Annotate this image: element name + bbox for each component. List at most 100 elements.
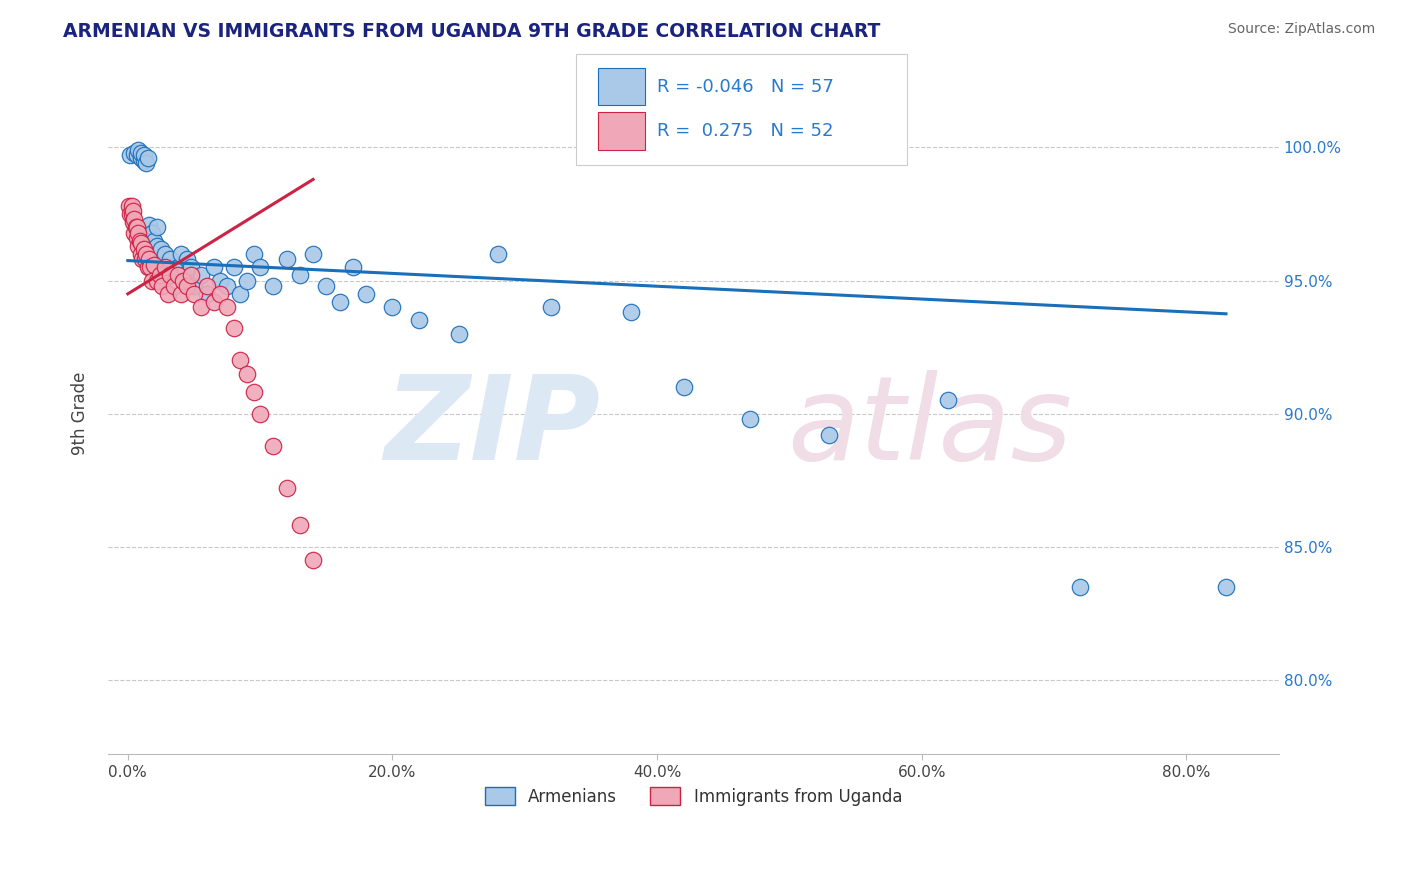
Point bbox=[262, 278, 284, 293]
Point bbox=[135, 156, 157, 170]
Point bbox=[124, 226, 146, 240]
Point bbox=[141, 226, 163, 240]
Point bbox=[122, 215, 145, 229]
Point bbox=[183, 278, 205, 293]
Point bbox=[135, 247, 157, 261]
Point bbox=[242, 385, 264, 400]
Point bbox=[134, 252, 156, 267]
Point bbox=[127, 226, 149, 240]
Text: ARMENIAN VS IMMIGRANTS FROM UGANDA 9TH GRADE CORRELATION CHART: ARMENIAN VS IMMIGRANTS FROM UGANDA 9TH G… bbox=[63, 22, 880, 41]
Point bbox=[170, 286, 193, 301]
Point bbox=[229, 286, 252, 301]
Point bbox=[138, 252, 160, 267]
Point bbox=[170, 247, 193, 261]
Point bbox=[620, 305, 643, 319]
Point bbox=[141, 274, 163, 288]
Point bbox=[121, 207, 143, 221]
Point bbox=[302, 553, 325, 567]
Point bbox=[127, 143, 149, 157]
Point bbox=[143, 234, 166, 248]
Point bbox=[138, 218, 160, 232]
Point bbox=[153, 247, 176, 261]
Point bbox=[540, 300, 562, 314]
Point bbox=[163, 278, 186, 293]
Point bbox=[172, 274, 194, 288]
Point bbox=[315, 278, 337, 293]
Point bbox=[222, 321, 245, 335]
Point bbox=[129, 247, 152, 261]
Point bbox=[190, 268, 212, 283]
Point bbox=[132, 242, 155, 256]
Point bbox=[195, 286, 218, 301]
Point bbox=[288, 518, 311, 533]
Point bbox=[209, 274, 232, 288]
Point bbox=[136, 260, 159, 275]
Point bbox=[121, 199, 143, 213]
Y-axis label: 9th Grade: 9th Grade bbox=[72, 372, 89, 455]
Point bbox=[127, 220, 149, 235]
Point bbox=[249, 407, 271, 421]
Text: ZIP: ZIP bbox=[384, 369, 600, 484]
Point bbox=[128, 234, 150, 248]
Point bbox=[249, 260, 271, 275]
Point bbox=[242, 247, 264, 261]
Point bbox=[124, 212, 146, 227]
Point bbox=[183, 286, 205, 301]
Point bbox=[288, 268, 311, 283]
Point bbox=[127, 148, 149, 162]
Point bbox=[167, 260, 190, 275]
Point bbox=[125, 220, 148, 235]
Point bbox=[159, 252, 181, 267]
Point bbox=[1069, 580, 1091, 594]
Point bbox=[156, 286, 179, 301]
Text: atlas: atlas bbox=[787, 370, 1073, 484]
Point bbox=[176, 278, 198, 293]
Point bbox=[276, 481, 298, 495]
Point bbox=[146, 239, 169, 253]
Point bbox=[229, 353, 252, 368]
Point bbox=[818, 428, 841, 442]
Point bbox=[236, 367, 259, 381]
Point bbox=[276, 252, 298, 267]
Point bbox=[180, 260, 202, 275]
Point bbox=[120, 207, 142, 221]
Point bbox=[215, 300, 238, 314]
Point bbox=[131, 252, 153, 267]
Point bbox=[354, 286, 377, 301]
Point bbox=[486, 247, 509, 261]
Point bbox=[180, 268, 202, 283]
Point bbox=[190, 300, 212, 314]
Point bbox=[408, 313, 430, 327]
Point bbox=[159, 268, 181, 283]
Point bbox=[127, 239, 149, 253]
Text: Source: ZipAtlas.com: Source: ZipAtlas.com bbox=[1227, 22, 1375, 37]
Point bbox=[167, 268, 190, 283]
Point bbox=[129, 151, 152, 165]
Point bbox=[153, 260, 176, 275]
Point bbox=[202, 260, 225, 275]
Point bbox=[202, 294, 225, 309]
Point bbox=[328, 294, 350, 309]
Point bbox=[176, 252, 198, 267]
Point bbox=[129, 145, 152, 160]
Point bbox=[262, 438, 284, 452]
Point bbox=[447, 326, 470, 341]
Point bbox=[139, 260, 162, 275]
Point bbox=[342, 260, 364, 275]
Text: R = -0.046   N = 57: R = -0.046 N = 57 bbox=[657, 78, 834, 95]
Legend: Armenians, Immigrants from Uganda: Armenians, Immigrants from Uganda bbox=[477, 780, 911, 814]
Point bbox=[132, 148, 155, 162]
Point bbox=[136, 151, 159, 165]
Point bbox=[672, 380, 695, 394]
Point bbox=[124, 145, 146, 160]
Point bbox=[143, 258, 166, 272]
Point bbox=[150, 278, 173, 293]
Point bbox=[149, 268, 172, 283]
Point bbox=[122, 204, 145, 219]
Point bbox=[156, 260, 179, 275]
Point bbox=[1215, 580, 1237, 594]
Point bbox=[302, 247, 325, 261]
Point bbox=[149, 242, 172, 256]
Point bbox=[120, 148, 142, 162]
Point bbox=[936, 393, 959, 408]
